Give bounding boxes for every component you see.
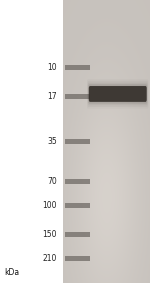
Bar [64,203,90,208]
Text: 150: 150 [42,230,57,239]
Text: 100: 100 [42,201,57,210]
Text: 10: 10 [47,63,57,72]
Bar [64,65,90,70]
Text: 210: 210 [43,254,57,263]
FancyBboxPatch shape [88,84,147,104]
Bar [64,256,90,261]
Text: 35: 35 [47,137,57,146]
Text: kDa: kDa [4,268,20,277]
FancyBboxPatch shape [88,83,148,105]
FancyBboxPatch shape [89,86,147,102]
Text: 17: 17 [47,92,57,101]
Bar [64,232,90,237]
Bar [64,139,90,144]
Text: 70: 70 [47,177,57,186]
Bar [64,94,90,99]
Bar [64,179,90,184]
